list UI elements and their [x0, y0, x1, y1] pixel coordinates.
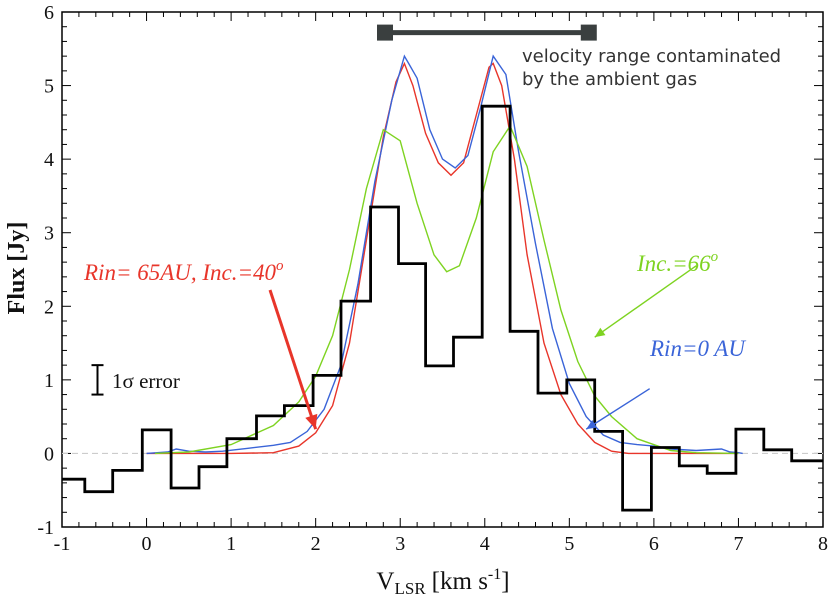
x-tick-labels: -1 0 1 2 3 4 5 6 7 8	[54, 533, 828, 555]
x-axis-title-v: V	[376, 568, 394, 595]
green-label-arrow-head	[594, 327, 606, 338]
x-axis-title-exp: -1	[488, 566, 501, 583]
x-axis-title-units: [km s	[432, 568, 488, 595]
series-group	[146, 54, 743, 455]
x-tick-label: 1	[226, 533, 236, 555]
x-tick-label: 0	[142, 533, 152, 555]
x-tick-label: 3	[395, 533, 405, 555]
x-tick-label: 6	[649, 533, 659, 555]
y-tick-labels: -1 0 1 2 3 4 5 6	[37, 2, 54, 539]
y-tick-label: 6	[44, 2, 54, 24]
error-bar-label: 1σ error	[112, 369, 180, 393]
model-line-red	[146, 61, 739, 455]
y-tick-label: 0	[44, 443, 54, 465]
x-tick-label: -1	[54, 533, 71, 555]
plot-frame	[61, 11, 824, 528]
annotation-group	[91, 24, 697, 430]
y-tick-label: 4	[44, 149, 54, 171]
green-model-label: Inc.=66o	[636, 249, 719, 276]
red-label-arrow-head	[305, 413, 318, 430]
blue-label-arrow	[585, 388, 651, 430]
x-axis-title-sub: LSR	[394, 579, 426, 598]
contamination-bar-cap-left	[377, 24, 394, 41]
red-model-label-text: Rin= 65AU, Inc.=40	[83, 260, 277, 285]
green-label-arrow	[594, 265, 697, 338]
y-axis-title: Flux [Jy]	[4, 222, 30, 315]
x-axis-title: VLSR [km s-1]	[376, 566, 509, 598]
red-model-label-sup: o	[276, 258, 284, 274]
x-tick-label: 5	[564, 533, 574, 555]
y-tick-label: 2	[44, 296, 54, 318]
observed-group	[62, 104, 823, 512]
y-tick-label: 1	[44, 370, 54, 392]
blue-model-label: Rin=0 AU	[649, 336, 746, 361]
x-tick-label: 8	[818, 533, 828, 555]
green-model-label-sup: o	[711, 249, 719, 265]
red-model-label: Rin= 65AU, Inc.=40o	[83, 258, 284, 285]
model-line-green	[154, 124, 739, 455]
y-tick-label: 3	[44, 223, 54, 245]
contamination-bar-cap-right	[580, 24, 597, 41]
axes-group	[61, 11, 824, 528]
x-axis-title-close: ]	[501, 568, 509, 595]
x-tick-label: 7	[733, 533, 743, 555]
red-label-arrow	[268, 289, 318, 430]
x-tick-label: 4	[480, 533, 490, 555]
x-tick-label: 2	[311, 533, 321, 555]
blue-label-arrow-head	[586, 419, 598, 430]
y-tick-label: 5	[44, 76, 54, 98]
model-line-blue	[146, 54, 743, 455]
observed-spectrum-steps	[62, 104, 823, 512]
green-model-label-text: Inc.=66	[636, 251, 711, 276]
y-tick-label: -1	[37, 517, 54, 539]
contamination-label-line2: by the ambient gas	[522, 69, 697, 90]
contamination-label-line1: velocity range contaminated	[522, 46, 781, 67]
